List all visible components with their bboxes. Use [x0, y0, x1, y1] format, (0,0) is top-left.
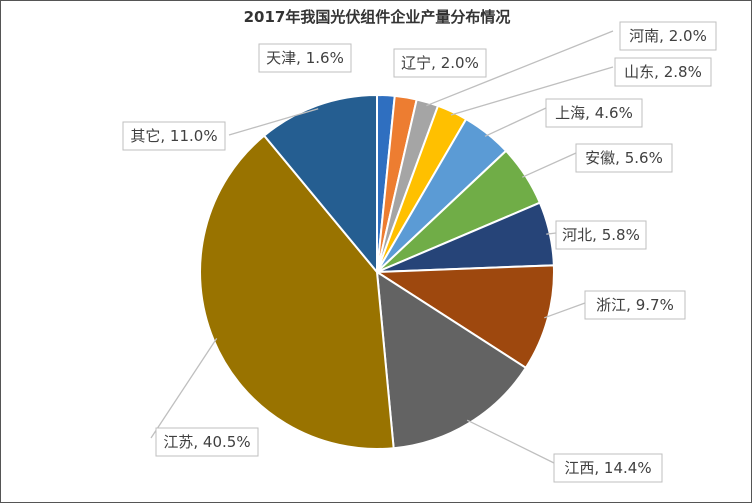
data-label-text-2: 河南, 2.0%: [629, 27, 707, 45]
data-label-6: 河北, 5.8%: [555, 220, 647, 250]
chart-title: 2017年我国光伏组件企业产量分布情况: [244, 8, 511, 26]
data-label-5: 安徽, 5.6%: [575, 143, 673, 173]
data-label-7: 浙江, 9.7%: [584, 290, 686, 320]
leader-line-5: [522, 152, 577, 178]
data-label-1: 辽宁, 2.0%: [393, 48, 487, 78]
leader-line-7: [544, 302, 586, 319]
data-label-9: 江苏, 40.5%: [155, 427, 259, 457]
data-label-text-6: 河北, 5.8%: [562, 226, 640, 244]
pie-slice-8: [375, 270, 528, 450]
data-label-box-4: [545, 98, 643, 128]
pie-slice-9: [199, 134, 395, 450]
data-label-box-6: [555, 220, 647, 250]
data-label-text-5: 安徽, 5.6%: [585, 149, 663, 167]
data-label-text-7: 浙江, 9.7%: [596, 296, 674, 314]
data-label-4: 上海, 4.6%: [545, 98, 643, 128]
data-label-box-2: [619, 21, 717, 51]
data-label-box-3: [614, 57, 712, 87]
data-label-3: 山东, 2.8%: [614, 57, 712, 87]
data-label-8: 江西, 14.4%: [553, 453, 663, 483]
leader-line-2: [426, 30, 614, 107]
data-label-text-0: 天津, 1.6%: [266, 49, 344, 67]
leader-line-3: [450, 66, 614, 116]
data-label-box-1: [393, 48, 487, 78]
leader-line-8: [466, 419, 555, 464]
data-label-box-5: [575, 143, 673, 173]
data-label-text-3: 山东, 2.8%: [624, 63, 702, 81]
pie-slice-10: [262, 93, 378, 275]
data-label-0: 天津, 1.6%: [258, 43, 352, 73]
leader-line-4: [484, 107, 547, 137]
data-label-text-4: 上海, 4.6%: [555, 104, 633, 122]
data-label-text-9: 江苏, 40.5%: [163, 433, 250, 451]
leader-line-10: [228, 108, 319, 136]
leader-line-6: [546, 232, 557, 235]
data-label-text-10: 其它, 11.0%: [130, 127, 217, 145]
pie-slices: [199, 93, 555, 450]
data-label-box-8: [553, 453, 663, 483]
data-label-10: 其它, 11.0%: [122, 121, 226, 151]
data-label-box-9: [155, 427, 259, 457]
data-label-box-0: [258, 43, 352, 73]
data-labels: 天津, 1.6% 辽宁, 2.0% 河南, 2.0% 山东, 2.8% 上海, 4.6%…: [122, 21, 717, 483]
pie-slice-7: [373, 264, 555, 370]
data-label-box-7: [584, 290, 686, 320]
data-label-text-8: 江西, 14.4%: [564, 459, 651, 477]
leader-line-9: [150, 338, 218, 439]
data-label-box-10: [122, 121, 226, 151]
data-label-text-1: 辽宁, 2.0%: [401, 54, 479, 72]
leader-lines: [150, 30, 614, 464]
data-label-2: 河南, 2.0%: [619, 21, 717, 51]
